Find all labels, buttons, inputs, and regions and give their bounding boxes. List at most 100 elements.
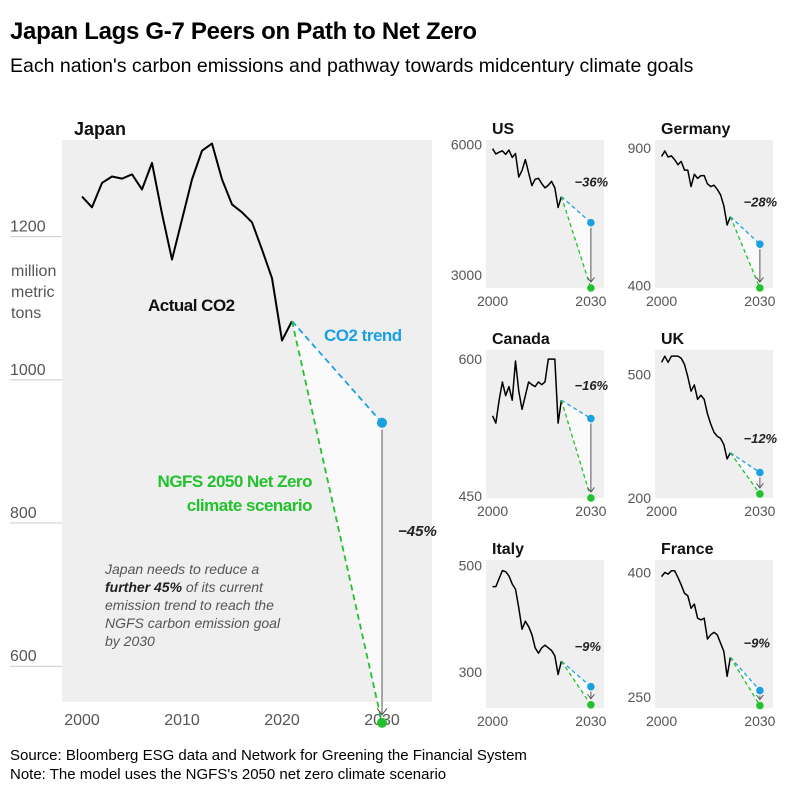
actual-co2-label: Actual CO2 [148,296,235,315]
panel-title: US [492,121,515,138]
x-tick-label: 2000 [477,503,508,519]
reduction-arrowhead [755,694,764,701]
x-tick-label: 2030 [575,503,606,519]
y-tick-label: 1000 [10,362,46,379]
x-tick-label: 2000 [477,713,508,729]
y-tick-label: 500 [628,367,652,383]
y-axis-label-line: metric [11,284,55,301]
page-title: Japan Lags G-7 Peers on Path to Net Zero [10,18,477,45]
page-subtitle: Each nation's carbon emissions and pathw… [10,55,694,77]
y-tick-label: 400 [628,564,652,580]
x-tick-label: 2030 [575,293,606,309]
panel-title: Japan [74,119,126,139]
y-tick-label: 800 [10,505,37,522]
actual-co2-line [660,150,732,226]
trend-end-point [587,682,595,691]
gap-area [561,400,591,498]
trend-end-point [377,417,387,428]
ngfs-scenario-line [729,452,761,495]
y-tick-label: 1200 [10,219,46,236]
co2-trend-line [291,320,383,424]
source-text: Source: Bloomberg ESG data and Network f… [10,747,527,764]
actual-co2-line [491,358,563,424]
co2-trend-line [730,452,761,474]
reduction-arrowhead [376,707,388,716]
reduction-arrowhead [755,483,764,489]
change-label: −9% [744,635,771,650]
panel-france: France 2000 2030 250 400 −9% [628,541,776,729]
panel-title: Canada [492,331,550,348]
trend-end-point [587,414,595,423]
y-tick-label: 250 [628,689,652,705]
x-tick-label: 2020 [264,712,300,729]
ngfs-scenario-line [560,660,592,706]
annotation-segment: further 45% [105,579,183,595]
trend-end-point [587,218,595,227]
y-tick-label: 6000 [451,136,482,152]
ngfs-scenario-label: NGFS 2050 Net Zero climate scenario [158,472,313,515]
ngfs-scenario-line [729,656,761,706]
gap-area [561,661,591,705]
ngfs-scenario-line [560,400,592,499]
ngfs-end-point [756,284,764,292]
y-axis-label-line: million [11,263,56,280]
source-note: Source: Bloomberg ESG data and Network f… [10,746,527,784]
x-tick-label: 2030 [744,713,775,729]
change-label: −28% [744,195,778,210]
x-tick-label: 2000 [646,503,677,519]
annotation-segment: emission trend to reach the [105,597,274,613]
trend-end-point [756,686,764,695]
y-tick-label: 450 [459,488,483,504]
panel-canada: Canada 2000 2030 450 600 −16% [459,331,609,519]
panel-us: US 2000 2030 3000 6000 −36% [451,121,609,309]
panel-germany: Germany 2000 2030 400 900 −28% [628,121,778,309]
reduction-arrowhead [586,277,595,283]
ngfs-label-line: NGFS 2050 Net Zero [158,472,313,491]
panel-title: Italy [492,541,524,558]
co2-trend-line [729,656,761,691]
ngfs-scenario-line [729,216,761,289]
y-tick-label: 300 [459,664,483,680]
change-label: −45% [398,523,437,540]
ngfs-end-point [756,701,764,710]
note-text: Note: The model uses the NGFS's 2050 net… [10,766,447,783]
ngfs-end-point [756,490,764,498]
reduction-arrowhead [586,487,595,493]
change-label: −12% [744,431,778,446]
y-tick-label: 600 [10,648,37,665]
reduction-arrowhead [586,693,595,700]
change-label: −16% [575,378,609,393]
ngfs-end-point [587,284,595,292]
panel-title: UK [661,331,685,348]
x-tick-label: 2030 [744,503,775,519]
ngfs-scenario-line [291,320,383,723]
co2-trend-label: CO2 trend [324,326,402,345]
x-tick-label: 2000 [477,293,508,309]
y-tick-label: 3000 [451,267,482,283]
x-tick-label: 2000 [646,293,677,309]
actual-co2-line [660,570,732,678]
annotation-segment: NGFS carbon emission goal [105,615,281,631]
ngfs-scenario-line [560,196,592,289]
panel-japan: Japan200020102020203060080010001200−45%m… [10,119,437,729]
ngfs-end-point [587,494,595,502]
y-tick-label: 900 [628,140,652,156]
x-tick-label: 2000 [646,713,677,729]
reduction-arrowhead [755,277,764,283]
actual-co2-line [491,148,563,209]
y-tick-label: 500 [459,557,483,573]
panel-uk: UK 2000 2030 200 500 −12% [628,331,778,519]
trend-end-point [756,240,764,248]
change-label: −9% [575,639,602,654]
panel-title: France [661,541,714,558]
japan-annotation: Japan needs to reduce a further 45% of it… [104,561,281,649]
x-tick-label: 2000 [64,712,100,729]
y-axis-label-line: tons [11,305,41,322]
actual-co2-line [81,142,293,342]
y-tick-label: 200 [628,490,652,506]
panel-italy: Italy 2000 2030 300 500 −9% [459,541,607,729]
actual-co2-line [660,355,732,460]
change-label: −36% [575,175,609,190]
x-tick-label: 2010 [164,712,200,729]
